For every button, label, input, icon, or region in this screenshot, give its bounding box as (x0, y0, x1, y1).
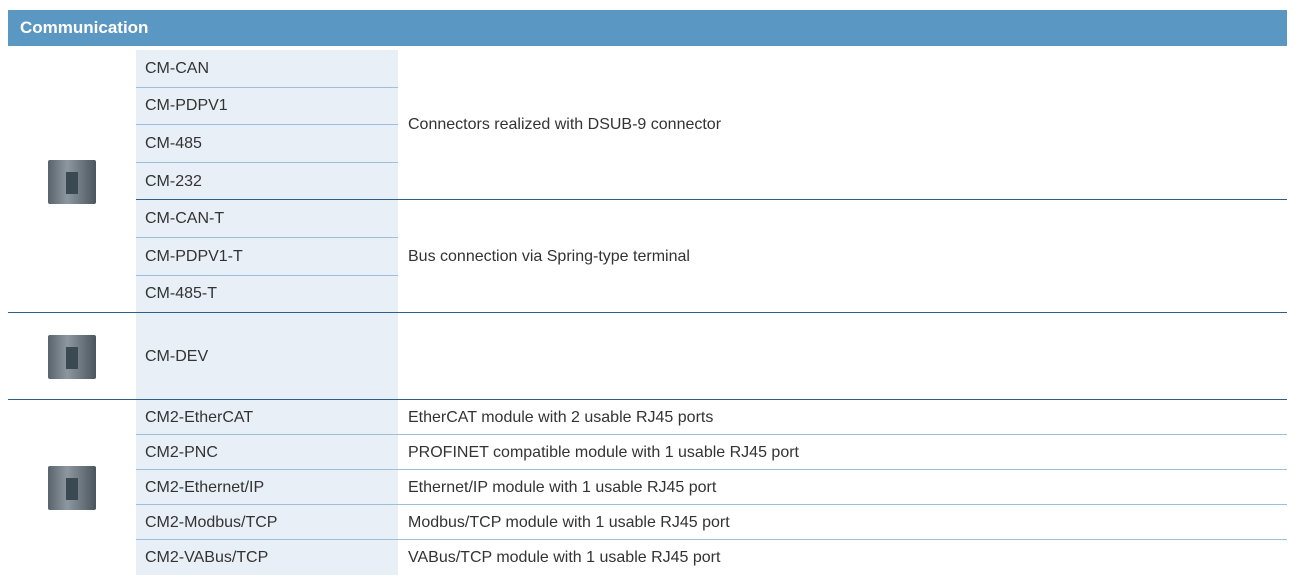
module-icon-detail (66, 477, 78, 500)
description: EtherCAT module with 2 usable RJ45 ports (408, 408, 714, 426)
description: Ethernet/IP module with 1 usable RJ45 po… (408, 478, 717, 496)
section-divider (8, 312, 1287, 314)
module-name: CM2-Ethernet/IP (136, 470, 398, 506)
row-divider (136, 469, 1287, 471)
row-divider (136, 504, 1287, 506)
module-name: CM2-EtherCAT (136, 400, 398, 436)
module-icon-detail (66, 346, 78, 369)
row-divider (136, 124, 398, 126)
row-divider (136, 161, 398, 163)
row-divider (136, 274, 398, 276)
row-divider (136, 237, 398, 238)
module-name: CM2-VABus/TCP (136, 540, 398, 575)
module-name: CM-CAN (136, 50, 398, 88)
row-divider (136, 539, 1287, 541)
module-name: CM-PDPV1-T (136, 238, 398, 276)
module-name: CM-485 (136, 125, 398, 163)
module-name: CM-PDPV1 (136, 87, 398, 126)
description: VABus/TCP module with 1 usable RJ45 port (408, 548, 721, 566)
description: Bus connection via Spring-type terminal (408, 247, 690, 265)
module-name: CM-232 (136, 162, 398, 201)
module-name: CM2-Modbus/TCP (136, 505, 398, 541)
row-divider (136, 434, 1287, 436)
module-name: CM2-PNC (136, 435, 398, 471)
description: Modbus/TCP module with 1 usable RJ45 por… (408, 513, 730, 531)
row-divider (136, 86, 398, 88)
description: Connectors realized with DSUB-9 connecto… (408, 116, 722, 134)
group-divider (136, 199, 1287, 201)
description: PROFINET compatible module with 1 usable… (408, 443, 799, 461)
section-header: Communication (8, 10, 1287, 46)
module-name: CM-CAN-T (136, 200, 398, 238)
module-name: CM-DEV (136, 313, 398, 401)
section-divider (8, 399, 1287, 401)
module-name: CM-485-T (136, 275, 398, 314)
module-icon-detail (66, 171, 78, 194)
